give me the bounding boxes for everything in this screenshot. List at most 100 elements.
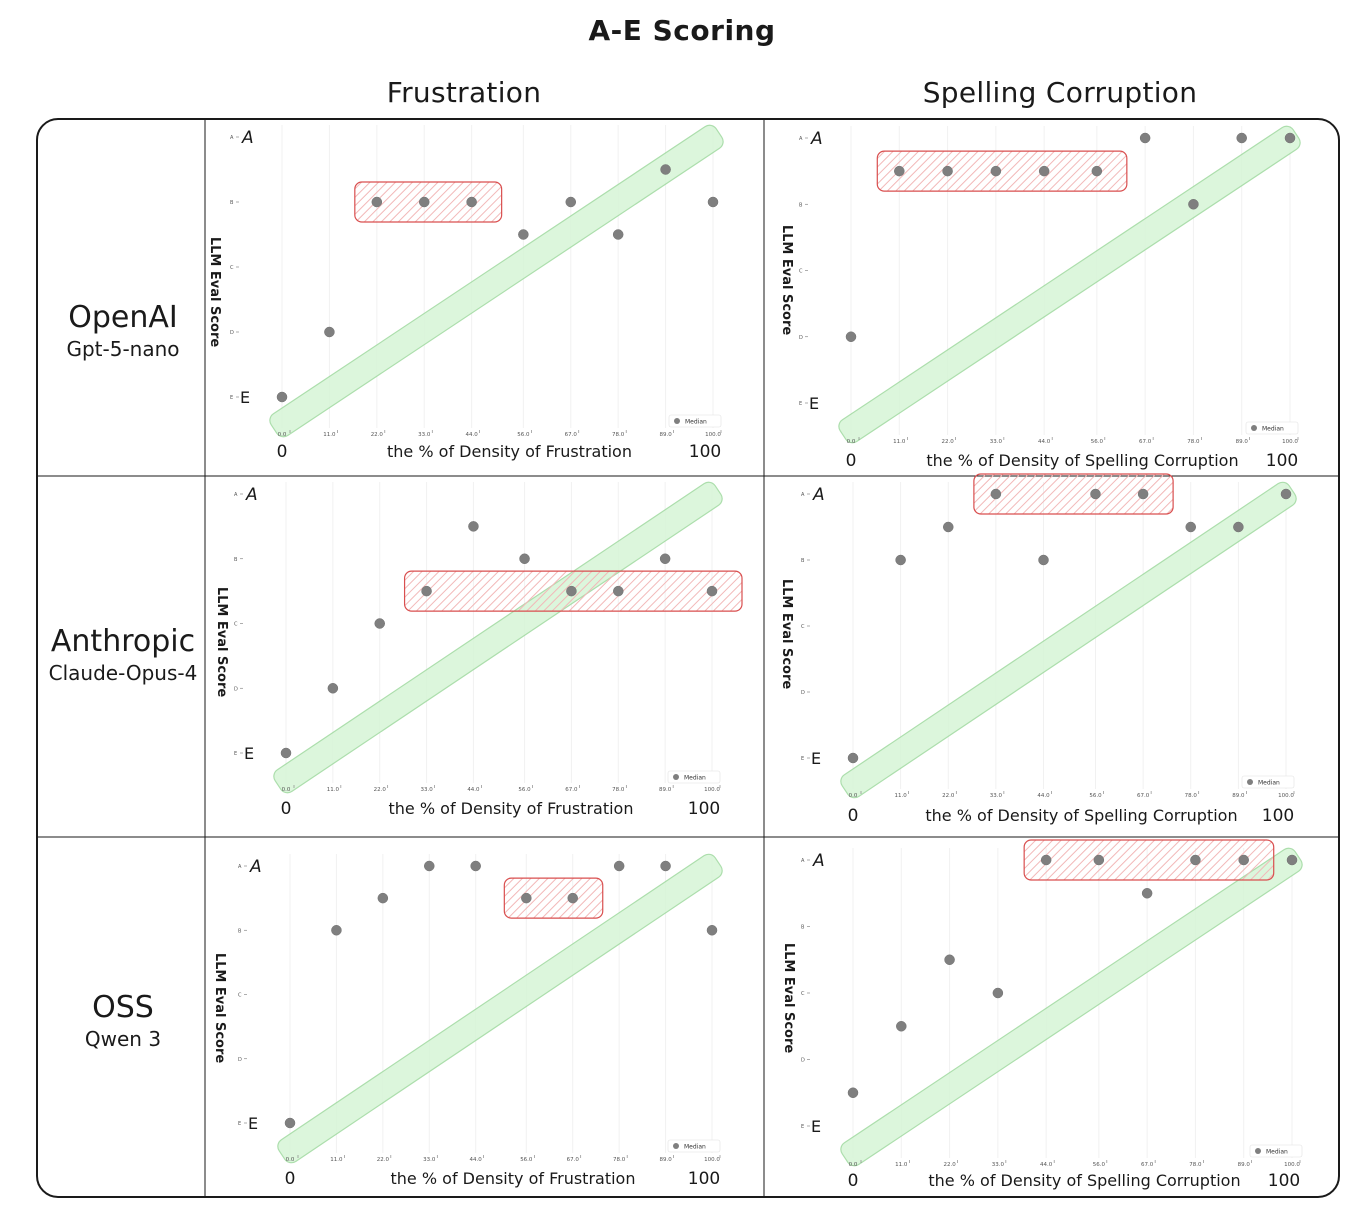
x-tick-label: 56.0 [1091,439,1104,445]
y-axis-label: LLM Eval Score [781,943,796,1054]
row-provider: Anthropic [50,624,196,659]
data-point [327,683,339,694]
y-tick-label: E [801,756,804,762]
x-tick-label: 89.0 [659,1157,672,1163]
y-range-label-bottom: E [244,744,254,763]
data-point [1139,132,1151,144]
y-tick-label: C [230,265,234,271]
legend: Median [667,770,721,784]
trend-band [838,125,1301,444]
x-tick-label: 67.0 [1137,793,1150,799]
legend-label: Median [685,419,707,426]
x-tick-label: 78.0 [1185,793,1198,799]
legend: Median [1241,775,1295,789]
data-point [660,860,671,872]
y-tick-label: A [230,135,234,141]
row-label-openai: OpenAI Gpt-5-nano [40,300,206,362]
x-tick-label: 22.0 [942,793,955,799]
data-point [1141,888,1153,899]
data-point [895,554,906,566]
data-point [612,229,624,240]
grid-frame [36,118,1340,1198]
y-range-label-top: A [249,857,262,877]
data-point [943,521,954,533]
x-tick-label: 33.0 [992,1162,1005,1168]
data-point [1185,521,1196,533]
data-point [1188,199,1199,210]
data-point [847,752,859,764]
y-tick-label: A [799,136,803,142]
scatter-panel-2: A B C D E A E 0.0 11.0 22.0 33.0 44.0 56.0 67.0 78.0 89… [214,481,743,819]
x-tick-label: 67.0 [1141,1162,1154,1168]
x-range-label-end: 100 [688,1169,720,1189]
x-range-label-end: 100 [1266,451,1298,471]
scatter-panel-0: A B C D E A E 0.0 11.0 22.0 33.0 44.0 56.0 67.0 78.0 89… [207,124,724,462]
data-point [613,860,625,872]
legend-label: Median [1262,426,1284,433]
x-tick-label: 78.0 [613,1157,626,1163]
data-point [1190,854,1201,866]
x-tick-label: 67.0 [1139,439,1152,445]
data-point [660,164,671,175]
legend-box [1245,421,1299,435]
x-tick-label: 100.0 [704,1157,720,1163]
chart-title: A-E Scoring [588,14,776,47]
x-axis-label: the % of Density of Spelling Corruption [926,451,1238,470]
x-axis-label: the % of Density of Frustration [389,799,634,818]
legend-box [1249,1144,1303,1158]
data-point [324,326,335,338]
trend-band [273,481,723,794]
data-point [1286,854,1298,866]
data-point [468,521,479,532]
x-tick-label: 56.0 [1089,793,1102,799]
y-tick-label: B [801,558,805,564]
y-tick-label: D [238,1057,242,1063]
data-point [466,196,477,208]
x-tick-label: 0.0 [849,1162,858,1168]
data-point [374,618,385,629]
x-tick-label: 22.0 [371,432,384,438]
data-point [371,196,383,208]
data-point [845,331,857,342]
x-tick-label: 44.0 [470,1157,483,1163]
data-point [521,892,532,904]
data-point [1284,132,1296,144]
row-provider: OpenAI [68,300,178,335]
row-model: Gpt-5-nano [66,337,180,361]
legend-marker [674,418,680,424]
legend-marker [673,1143,679,1149]
x-tick-label: 33.0 [990,793,1003,799]
data-point [377,892,389,904]
x-tick-label: 89.0 [1232,793,1245,799]
x-tick-label: 11.0 [895,1162,908,1168]
data-point [894,165,905,177]
y-range-label-bottom: E [811,749,821,768]
y-tick-label: D [799,335,803,341]
column-title-frustration: Frustration [386,76,542,109]
legend-box [667,770,721,784]
legend-box [668,414,722,428]
data-point [896,1021,907,1032]
legend-marker [673,774,679,780]
x-axis-label: the % of Density of Frustration [387,442,632,461]
data-point [942,165,953,177]
y-range-label-top: A [812,851,825,871]
x-tick-label: 67.0 [565,787,578,793]
trend-band [840,481,1297,799]
data-point [331,925,342,936]
row-provider: OSS [92,990,154,1025]
y-tick-label: B [799,202,803,208]
x-tick-label: 22.0 [943,1162,956,1168]
legend: Median [668,414,722,428]
y-tick-label: B [801,925,805,931]
highlight-box [876,150,1128,192]
y-tick-label: B [238,928,242,934]
data-point [1280,488,1292,500]
legend-box [667,1139,721,1153]
y-tick-label: A [238,864,242,870]
y-tick-label: B [230,200,234,206]
x-tick-label: 11.0 [893,439,906,445]
x-tick-label: 44.0 [466,432,479,438]
y-tick-label: A [234,492,238,498]
